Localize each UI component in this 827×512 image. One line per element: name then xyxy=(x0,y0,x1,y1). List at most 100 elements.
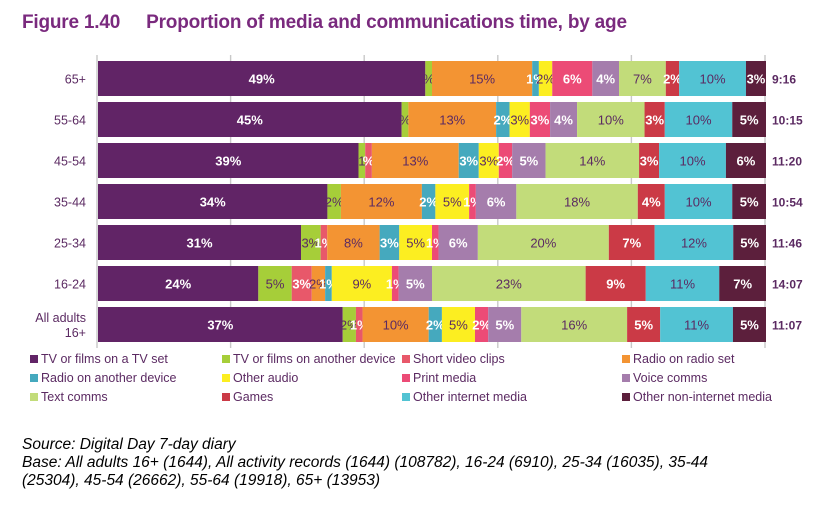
bar-segment xyxy=(478,143,499,178)
data-label: 7% xyxy=(633,72,652,87)
bar-segment xyxy=(732,307,766,342)
bar-segment xyxy=(637,184,665,219)
bar-segment xyxy=(320,225,328,260)
bar-segment xyxy=(340,184,422,219)
bar-row: 34% 2% 12% 2% 5% 1% 6% 18% 4% 10% 5% xyxy=(98,184,766,219)
data-label: 4% xyxy=(554,113,573,128)
bar-segment xyxy=(291,266,312,301)
bar-segment xyxy=(432,266,586,301)
data-label: 14% xyxy=(579,154,605,169)
bar-segment xyxy=(311,266,326,301)
category-labels: 65+ 55-64 45-54 35-44 25-34 16-24 All adults16… xyxy=(35,73,86,341)
data-label: 13% xyxy=(402,154,428,169)
data-label: 10% xyxy=(680,154,706,169)
legend-label: Short video clips xyxy=(413,352,505,366)
data-label: 3% xyxy=(510,113,529,128)
bar-segment xyxy=(732,102,766,137)
data-label: 11% xyxy=(670,277,695,292)
total-time-label: 9:16 xyxy=(772,73,796,87)
total-time-label: 10:54 xyxy=(772,196,803,210)
bar-segment xyxy=(496,102,510,137)
data-label: 12% xyxy=(681,236,707,251)
data-label: 6% xyxy=(449,236,468,251)
bar-segment xyxy=(428,307,442,342)
category-label: 16+ xyxy=(65,326,86,340)
bar-segment xyxy=(665,61,680,96)
data-label: 37% xyxy=(207,318,233,333)
data-label: 5% xyxy=(740,318,759,333)
total-time-label: 11:07 xyxy=(772,319,802,333)
data-label: 15% xyxy=(469,72,495,87)
data-label: 9% xyxy=(352,277,371,292)
bar-segment xyxy=(301,225,321,260)
category-label: All adults xyxy=(35,311,86,325)
bar-segment xyxy=(425,61,432,96)
legend-label: Print media xyxy=(413,371,477,385)
legend-label: Games xyxy=(233,390,274,404)
legend-swatch xyxy=(622,374,630,382)
legend-label: TV or films on a TV set xyxy=(41,352,168,366)
data-label: 2% xyxy=(663,72,682,87)
bar-segment xyxy=(545,143,640,178)
data-label: 18% xyxy=(564,195,590,210)
data-label: 49% xyxy=(249,72,275,87)
bar-segment xyxy=(435,184,470,219)
figure-heading: Proportion of media and communications t… xyxy=(146,12,627,33)
bar-row: 49%% 15% 1%2% 6% 4% 7% 2% 10% 3% xyxy=(98,61,766,96)
data-label: 3% xyxy=(301,236,320,251)
legend-item: Text comms xyxy=(30,390,108,404)
stacked-bar-chart: 49%% 15% 1%2% 6% 4% 7% 2% 10% 3%45%% 13% 2%3% 3% 4% 1… xyxy=(35,55,803,348)
bar-row: 37% 2%1% 10% 2% 5% 2% 5% 16% 5% 11% 5% xyxy=(98,307,766,342)
data-label: 3% xyxy=(747,72,766,87)
source-line: Source: Digital Day 7-day diary xyxy=(22,436,236,453)
data-label: 12% xyxy=(368,195,394,210)
legend-item: TV or films on another device xyxy=(222,352,396,366)
data-label: 6% xyxy=(737,154,756,169)
data-label: 3% xyxy=(640,154,659,169)
bar-segment xyxy=(399,225,432,260)
bar-segment xyxy=(362,307,429,342)
data-label: 20% xyxy=(530,236,556,251)
bar-segment xyxy=(327,225,380,260)
bar-segment xyxy=(619,61,666,96)
bar-segment xyxy=(342,307,356,342)
category-label: 35-44 xyxy=(54,196,86,210)
total-time-labels: 9:16 10:15 11:20 10:54 11:46 14:07 11:07 xyxy=(772,73,803,333)
bar-segment xyxy=(331,266,392,301)
data-label: 5% xyxy=(634,318,653,333)
bar-segment xyxy=(98,102,402,137)
data-label: % xyxy=(363,154,375,169)
bar-segment xyxy=(488,307,522,342)
legend-swatch xyxy=(402,393,410,401)
legend-item: Short video clips xyxy=(402,352,505,366)
data-label: 24% xyxy=(165,277,191,292)
legend-item: Other non-internet media xyxy=(622,390,772,404)
bar-segment xyxy=(98,307,343,342)
legend-swatch xyxy=(222,393,230,401)
data-label: 5% xyxy=(740,236,759,251)
data-label: 10% xyxy=(383,318,409,333)
legend-item: TV or films on a TV set xyxy=(30,352,168,366)
legend-swatch xyxy=(30,355,38,363)
bar-segment xyxy=(469,184,476,219)
legend-item: Games xyxy=(222,390,273,404)
bars: 49%% 15% 1%2% 6% 4% 7% 2% 10% 3%45%% 13% 2%3% 3% 4% 1… xyxy=(98,61,766,342)
bar-segment xyxy=(477,225,609,260)
bar-segment xyxy=(432,225,439,260)
total-time-label: 11:20 xyxy=(772,155,802,169)
data-label: 10% xyxy=(700,72,726,87)
legend-label: Text comms xyxy=(41,390,108,404)
data-label: 34% xyxy=(200,195,226,210)
bar-row: 24% 5% 3%2%1% 9% 1% 5% 23% 9% 11% 7% xyxy=(98,266,766,301)
bar-segment xyxy=(421,184,436,219)
data-label: 2% xyxy=(472,318,491,333)
category-label: 25-34 xyxy=(54,237,86,251)
bar-segment xyxy=(358,143,366,178)
data-label: 5% xyxy=(740,195,759,210)
legend-item: Other audio xyxy=(222,371,298,385)
bar-segment xyxy=(516,184,638,219)
data-label: 1 xyxy=(358,154,365,169)
data-label: 5% xyxy=(740,113,759,128)
figure-number: Figure 1.40 xyxy=(22,12,121,33)
bar-segment xyxy=(458,143,479,178)
